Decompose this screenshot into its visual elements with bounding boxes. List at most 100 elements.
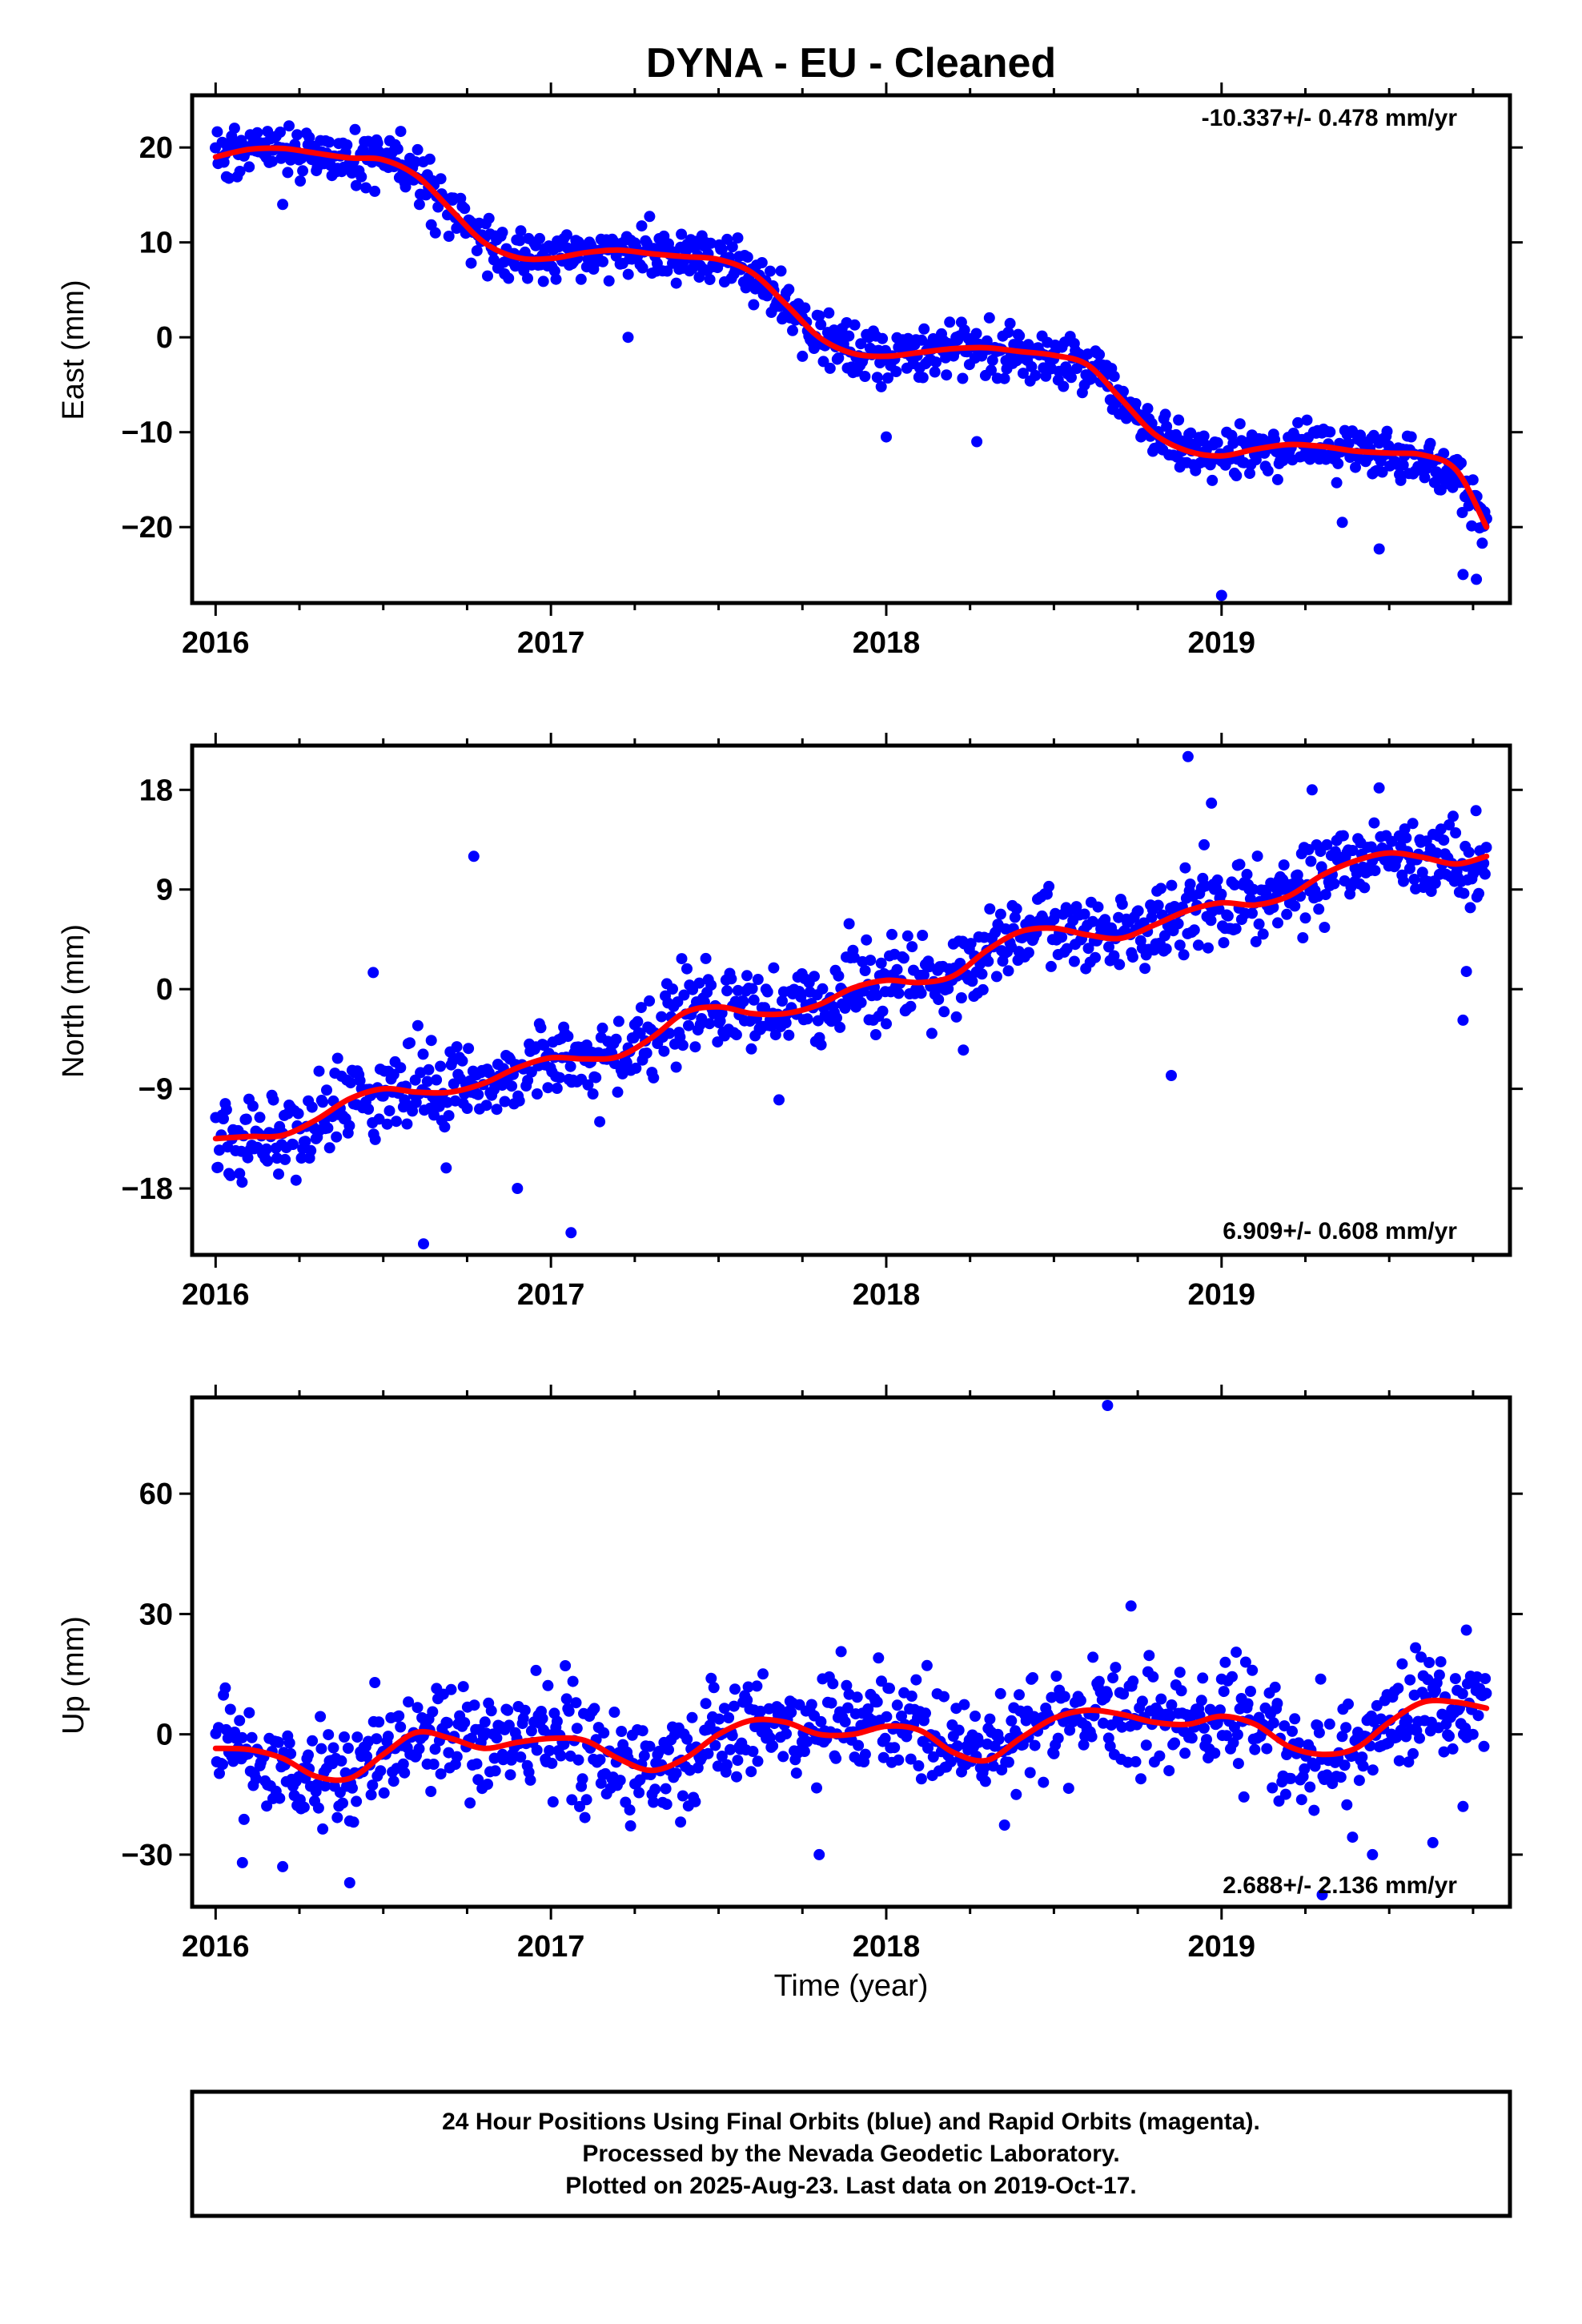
north-data-point (1479, 868, 1491, 880)
north-data-point (1272, 917, 1283, 929)
up-data-point (1480, 1687, 1492, 1699)
north-outlier-point (1460, 966, 1472, 978)
east-data-point (429, 227, 441, 239)
north-data-point (848, 951, 860, 963)
up-outlier-point (1102, 1400, 1114, 1411)
east-data-point (413, 199, 425, 211)
up-data-point (298, 1801, 310, 1813)
up-y-tick-label: 60 (139, 1478, 173, 1511)
east-data-point (369, 185, 381, 197)
up-data-point (1102, 1688, 1113, 1700)
north-data-point (212, 1161, 224, 1173)
east-data-point (929, 366, 941, 378)
north-outlier-point (1182, 750, 1194, 762)
up-data-point (728, 1700, 740, 1712)
up-data-point (530, 1664, 542, 1676)
north-y-axis-label: North (mm) (57, 924, 90, 1078)
up-data-point (842, 1702, 853, 1714)
north-data-point (865, 955, 877, 967)
up-plot-content (210, 1400, 1492, 1900)
east-data-point (1094, 348, 1106, 360)
east-data-point (575, 273, 587, 285)
east-data-point (412, 143, 424, 155)
up-data-point (283, 1737, 295, 1749)
up-data-point (1261, 1743, 1273, 1755)
north-y-tick-label: −18 (122, 1172, 173, 1206)
up-data-point (598, 1727, 610, 1739)
up-data-point (1269, 1681, 1281, 1693)
east-outlier-point (881, 431, 892, 443)
up-data-point (560, 1693, 572, 1705)
up-data-point (1435, 1656, 1447, 1668)
north-data-point (693, 977, 705, 989)
north-data-point (1257, 928, 1269, 940)
east-data-point (1381, 425, 1393, 437)
up-data-point (1029, 1739, 1041, 1751)
east-data-point (1118, 385, 1129, 397)
up-data-point (217, 1759, 228, 1771)
north-data-point (292, 1108, 304, 1120)
up-data-point (335, 1755, 347, 1767)
up-data-point (331, 1811, 343, 1823)
up-data-point (689, 1795, 701, 1807)
east-data-point (234, 166, 246, 177)
up-data-point (1078, 1739, 1090, 1751)
up-outlier-point (1316, 1889, 1328, 1900)
north-data-point (582, 1079, 594, 1091)
east-data-point (636, 262, 648, 274)
north-data-point (435, 1060, 447, 1072)
up-data-point (472, 1774, 484, 1786)
north-data-point (331, 1131, 343, 1143)
east-data-point (1419, 472, 1431, 484)
east-data-point (824, 362, 836, 374)
north-data-point (594, 1116, 606, 1128)
east-data-point (360, 182, 371, 194)
north-data-point (317, 1096, 329, 1108)
up-data-point (648, 1796, 660, 1808)
up-data-point (468, 1699, 480, 1711)
north-data-point (1174, 939, 1186, 951)
up-data-point (953, 1724, 965, 1736)
north-data-point (323, 1142, 335, 1154)
east-data-point (670, 277, 682, 289)
north-data-point (373, 1113, 385, 1125)
north-data-point (644, 995, 656, 1007)
up-data-point (1357, 1760, 1369, 1772)
east-outlier-point (622, 332, 634, 344)
up-data-point (649, 1783, 661, 1795)
up-data-point (1293, 1737, 1305, 1749)
north-data-point (795, 991, 807, 1003)
east-data-point (1405, 431, 1417, 443)
north-data-point (632, 1015, 644, 1027)
east-data-point (1004, 317, 1016, 329)
east-data-point (1173, 414, 1185, 426)
east-y-tick-label: 0 (156, 321, 173, 355)
east-data-point (1424, 437, 1436, 449)
north-data-point (535, 1022, 547, 1034)
up-data-point (234, 1715, 246, 1727)
up-x-tick-label: 2016 (182, 1930, 250, 1964)
up-data-point (1147, 1671, 1159, 1683)
up-data-point (777, 1751, 789, 1763)
north-data-point (254, 1112, 266, 1124)
up-x-tick-label: 2017 (517, 1930, 585, 1964)
north-data-point (1278, 859, 1290, 871)
east-data-point (424, 153, 436, 165)
east-data-point (1269, 433, 1281, 445)
up-data-point (767, 1740, 779, 1752)
up-data-point (347, 1782, 358, 1794)
x-axis-label: Time (year) (774, 1969, 929, 2003)
north-data-point (1305, 855, 1317, 867)
east-outlier-point (1215, 589, 1227, 601)
north-data-point (1178, 949, 1190, 961)
up-data-point (811, 1782, 822, 1794)
up-data-point (752, 1755, 764, 1767)
north-data-point (287, 1139, 299, 1151)
east-data-point (890, 366, 902, 377)
north-data-point (1458, 887, 1470, 899)
north-data-point (273, 1168, 284, 1180)
east-data-point (1030, 369, 1042, 381)
north-data-point (1166, 879, 1178, 891)
north-data-point (1313, 903, 1325, 915)
east-data-point (471, 245, 483, 257)
